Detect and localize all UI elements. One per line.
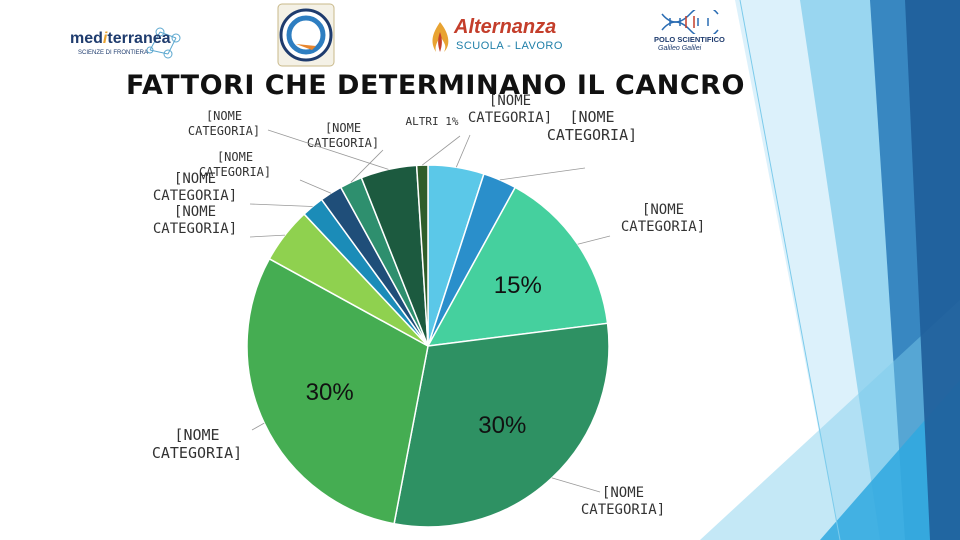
logo-text-med: med bbox=[70, 30, 103, 47]
decor-line bbox=[739, 0, 841, 540]
molecule-icon bbox=[146, 27, 181, 59]
slice-label: CATEGORIA] bbox=[153, 221, 237, 237]
leader-line bbox=[422, 135, 461, 166]
leader-line bbox=[251, 422, 265, 431]
school-seal-logo bbox=[274, 2, 338, 68]
chart-title: FATTORI CHE DETERMINANO IL CANCRO bbox=[126, 70, 745, 101]
slice-label: [NOME bbox=[602, 485, 644, 501]
pie-slice bbox=[246, 257, 429, 525]
slice-label: CATEGORIA] bbox=[581, 502, 665, 518]
data-label: 15% bbox=[494, 272, 542, 299]
flame-icon bbox=[432, 22, 449, 52]
leader-line bbox=[267, 129, 389, 170]
slice-label: CATEGORIA] bbox=[152, 444, 242, 462]
decor-stripe bbox=[905, 0, 960, 540]
slice-label: [NOME bbox=[206, 109, 242, 123]
slice-label: CATEGORIA] bbox=[621, 219, 705, 235]
polo-text: POLO SCIENTIFICO bbox=[654, 35, 725, 44]
slice-label: ALTRI 1% bbox=[406, 115, 459, 128]
slice-label: CATEGORIA] bbox=[199, 165, 271, 179]
slice-label: [NOME bbox=[174, 204, 216, 220]
alternanza-logo: Alternanza SCUOLA - LAVORO bbox=[428, 16, 568, 58]
slice-label: [NOME bbox=[569, 108, 614, 126]
polo-scientifico-logo: POLO SCIENTIFICO Galileo Galilei bbox=[652, 10, 732, 66]
logo-text-i: i bbox=[102, 30, 108, 47]
slice-label: [NOME bbox=[217, 150, 253, 164]
polo-subtext: Galileo Galilei bbox=[658, 45, 702, 52]
slice-label: [NOME bbox=[642, 202, 684, 218]
slice-label: CATEGORIA] bbox=[307, 136, 379, 150]
mediterranea-logo: mediterranea SCIENZE DI FRONTIERA bbox=[68, 22, 192, 72]
alternanza-subtext: SCUOLA - LAVORO bbox=[456, 40, 563, 52]
slice-label: [NOME bbox=[174, 426, 219, 444]
leader-line bbox=[551, 477, 601, 493]
leader-line bbox=[299, 179, 332, 194]
slice-label: CATEGORIA] bbox=[547, 126, 637, 144]
slice-label: CATEGORIA] bbox=[188, 124, 260, 138]
leader-line bbox=[499, 167, 586, 181]
slice-label: [NOME bbox=[489, 93, 531, 109]
slice-label: [NOME bbox=[174, 171, 216, 187]
data-label: 30% bbox=[306, 379, 354, 406]
alternanza-text: Alternanza bbox=[454, 16, 557, 38]
logo-text-terranea: terranea bbox=[107, 30, 171, 47]
leader-line bbox=[577, 235, 611, 245]
logo-caption: SCIENZE DI FRONTIERA bbox=[78, 50, 149, 56]
leader-line bbox=[249, 234, 286, 238]
seal-icon bbox=[277, 3, 335, 67]
slice-label: CATEGORIA] bbox=[153, 188, 237, 204]
pie-slice bbox=[393, 322, 610, 528]
leader-line bbox=[350, 149, 384, 183]
slice-label: CATEGORIA] bbox=[468, 110, 552, 126]
dna-icon bbox=[661, 10, 719, 34]
leader-line bbox=[249, 203, 313, 207]
data-label: 30% bbox=[478, 412, 526, 439]
leader-line bbox=[455, 134, 471, 168]
slice-label: [NOME bbox=[325, 121, 361, 135]
